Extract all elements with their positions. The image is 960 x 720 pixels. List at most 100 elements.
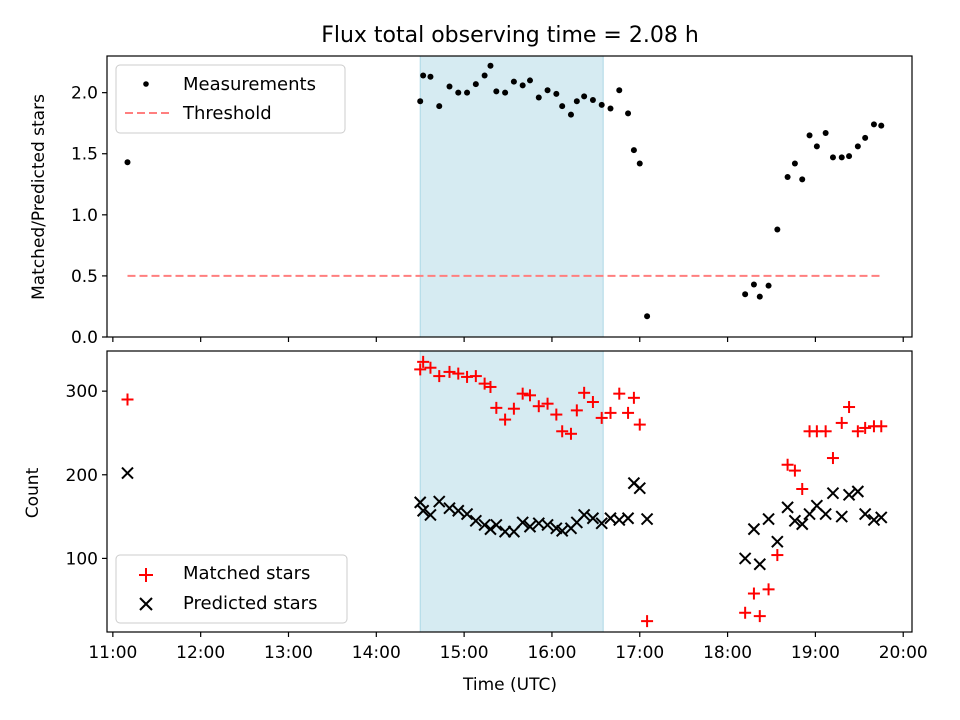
matched-star-point [570,404,583,417]
matched-star-point [516,387,529,400]
x-tick-label: 17:00 [615,643,664,663]
measurement-point [829,154,836,161]
measurement-point [742,291,749,298]
x-tick-label: 18:00 [703,643,752,663]
predicted-star-point [826,486,840,500]
measurement-point [878,122,885,129]
bottom-plot-frame [106,350,913,633]
predicted-star-point [753,558,766,571]
top-grid-ticks: 0.0 0.5 1.0 1.5 2.0 [71,84,904,348]
matched-star-point [484,380,497,393]
predicted-star-point [555,524,569,538]
x-axis-label: Time (UTC) [462,675,557,695]
bottom-y-tick-label: 200 [66,466,98,486]
matched-star-point [796,482,809,495]
top-y-tick-label: 0.5 [71,267,98,287]
predicted-star-point [433,495,446,508]
predicted-star-point [819,507,832,521]
top-shaded-span [419,55,604,338]
measurement-point [417,98,424,105]
x-tick-label: 19:00 [791,643,840,663]
predicted-star-point [771,535,784,548]
matched-star-point [843,401,856,414]
legend-predicted-marker [139,597,153,611]
predicted-star-point [633,481,646,495]
predicted-star-point [835,510,848,523]
measurement-point [636,160,643,167]
matched-star-point [613,387,626,400]
top-measurement-points [124,62,885,320]
predicted-star-point [490,518,503,532]
predicted-star-point [788,514,802,527]
matched-star-point [604,406,617,419]
matched-star-point [443,365,456,378]
top-legend: Measurements Threshold [115,64,346,134]
measurement-point [581,93,588,100]
matched-star-point [417,355,430,368]
x-tick-label: 13:00 [264,643,313,663]
top-y-tick-label: 1.5 [71,145,98,165]
x-tick-label: 15:00 [440,643,489,663]
predicted-star-point [595,517,608,530]
predicted-star-point [842,488,856,502]
predicted-star-point [121,466,134,480]
matched-star-point [469,370,482,383]
predicted-star-point [452,504,465,517]
measurement-point [502,89,509,96]
measurement-point [822,129,829,136]
matched-star-point [595,411,608,424]
predicted-star-point [640,512,654,526]
measurement-point [589,96,596,103]
predicted-star-point [443,502,456,515]
top-y-tick-label: 2.0 [71,84,98,104]
matched-star-point [875,420,888,433]
matched-star-point [739,606,752,619]
legend-measurements-marker [143,81,149,87]
legend-measurements-label: Measurements [183,74,316,95]
matched-star-point [564,427,577,440]
matched-star-point [627,391,640,404]
legend-predicted-label: Predicted stars [183,593,317,614]
predicted-star-point [586,512,600,525]
matched-star-point [633,418,646,431]
measurement-point [774,226,781,233]
matched-star-point [859,421,872,434]
bottom-matched-points [121,355,888,628]
top-y-axis-label: Matched/Predicted stars [29,94,49,300]
measurement-point [455,89,462,96]
measurement-point [519,82,526,89]
matched-star-point [747,587,760,600]
matched-star-point [414,363,427,376]
matched-star-point [762,583,775,596]
bottom-y-tick-label: 300 [66,382,98,402]
x-tick-label: 20:00 [879,643,928,663]
measurement-point [838,154,845,161]
matched-star-point [586,396,599,409]
measurement-point [553,90,560,97]
measurement-point [544,87,551,94]
top-legend-box [115,64,346,134]
matched-star-point [452,367,465,380]
matched-star-point [433,370,446,383]
measurement-point [806,132,813,139]
top-y-tick-label: 1.0 [71,206,98,226]
x-tick-label: 14:00 [352,643,401,663]
predicted-star-point [414,496,427,509]
measurement-point [510,78,517,85]
predicted-star-point [577,508,591,522]
matched-star-point [578,386,591,399]
measurement-point [420,72,427,79]
measurement-point [846,153,853,160]
x-tick-label: 12:00 [176,643,225,663]
matched-star-point [622,406,635,419]
predicted-star-point [875,511,888,524]
measurement-point [573,98,580,105]
matched-star-point [771,549,784,562]
predicted-star-point [796,517,809,531]
measurement-point [630,147,637,154]
measurement-point [526,77,533,84]
measurement-point [472,81,479,88]
chart-title: Flux total observing time = 2.08 h [321,23,699,48]
predicted-star-point [516,516,529,529]
